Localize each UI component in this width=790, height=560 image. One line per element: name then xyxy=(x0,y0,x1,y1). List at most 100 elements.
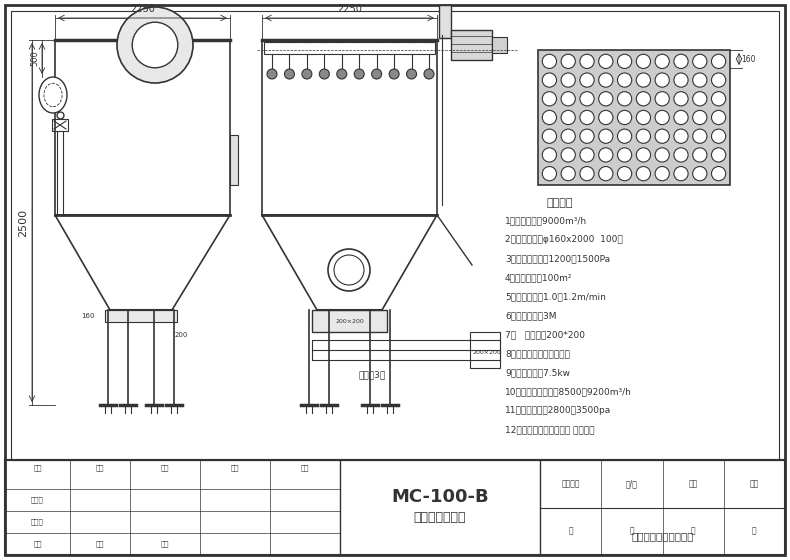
Text: 审核: 审核 xyxy=(96,541,104,547)
Circle shape xyxy=(580,54,594,68)
Text: 3、除尘器压力：1200－1500Pa: 3、除尘器压力：1200－1500Pa xyxy=(505,254,610,263)
Circle shape xyxy=(132,22,178,68)
Bar xyxy=(230,135,238,185)
Circle shape xyxy=(636,110,650,125)
Text: 设计: 设计 xyxy=(33,541,42,547)
Circle shape xyxy=(693,54,707,68)
Bar xyxy=(5,460,785,555)
Text: 2500: 2500 xyxy=(18,208,28,236)
Circle shape xyxy=(561,129,575,143)
Circle shape xyxy=(693,73,707,87)
Circle shape xyxy=(599,54,613,68)
Text: 200: 200 xyxy=(175,332,188,338)
Text: 更改: 更改 xyxy=(33,465,42,472)
Circle shape xyxy=(542,129,556,143)
Text: 重量: 重量 xyxy=(689,479,698,488)
Circle shape xyxy=(542,92,556,106)
Text: 螺旋输3米: 螺旋输3米 xyxy=(359,370,386,379)
Circle shape xyxy=(655,129,669,143)
Text: 10、风机处理风量：8500－9200m³/h: 10、风机处理风量：8500－9200m³/h xyxy=(505,387,632,396)
Circle shape xyxy=(599,110,613,125)
Circle shape xyxy=(542,148,556,162)
Circle shape xyxy=(284,69,295,79)
Circle shape xyxy=(636,54,650,68)
Circle shape xyxy=(407,69,416,79)
Text: 技术参数: 技术参数 xyxy=(547,198,574,208)
Bar xyxy=(312,310,387,332)
Text: 160: 160 xyxy=(741,54,755,63)
Circle shape xyxy=(636,129,650,143)
Bar xyxy=(538,50,730,185)
Circle shape xyxy=(712,166,726,181)
Text: 丙: 丙 xyxy=(690,527,695,536)
Circle shape xyxy=(424,69,434,79)
Circle shape xyxy=(674,73,688,87)
Ellipse shape xyxy=(44,83,62,107)
Circle shape xyxy=(302,69,312,79)
Bar xyxy=(105,310,177,322)
Text: MC-100-B: MC-100-B xyxy=(391,488,489,506)
Circle shape xyxy=(674,166,688,181)
Circle shape xyxy=(618,54,632,68)
Text: 160: 160 xyxy=(81,313,95,319)
Bar xyxy=(55,40,230,215)
Text: 自光器: 自光器 xyxy=(31,497,44,503)
Circle shape xyxy=(674,148,688,162)
Circle shape xyxy=(712,73,726,87)
Text: 甲: 甲 xyxy=(568,527,573,536)
Circle shape xyxy=(655,148,669,162)
Circle shape xyxy=(655,73,669,87)
Circle shape xyxy=(655,166,669,181)
Circle shape xyxy=(580,92,594,106)
Text: 比/件: 比/件 xyxy=(626,479,638,488)
Text: 制图: 制图 xyxy=(160,541,169,547)
Circle shape xyxy=(693,166,707,181)
Circle shape xyxy=(674,54,688,68)
Bar xyxy=(492,37,507,53)
Circle shape xyxy=(618,110,632,125)
Circle shape xyxy=(636,73,650,87)
Text: 4、过滤面积：100m²: 4、过滤面积：100m² xyxy=(505,273,573,282)
Ellipse shape xyxy=(328,249,370,291)
Circle shape xyxy=(580,110,594,125)
Circle shape xyxy=(674,110,688,125)
Circle shape xyxy=(674,92,688,106)
Circle shape xyxy=(580,148,594,162)
Text: 200×200: 200×200 xyxy=(335,319,364,324)
Bar xyxy=(147,28,163,40)
Circle shape xyxy=(712,129,726,143)
Text: 12、卸灰方式：卸料器－ 螺旋输送: 12、卸灰方式：卸料器－ 螺旋输送 xyxy=(505,425,595,434)
Circle shape xyxy=(636,92,650,106)
Circle shape xyxy=(580,73,594,87)
Circle shape xyxy=(337,69,347,79)
Text: 8、布袋材质：涤纶金采绹: 8、布袋材质：涤纶金采绹 xyxy=(505,349,570,358)
Circle shape xyxy=(371,69,382,79)
Bar xyxy=(439,5,451,38)
Ellipse shape xyxy=(334,255,364,285)
Bar xyxy=(262,40,437,215)
Text: 9、风机型号：7.5kw: 9、风机型号：7.5kw xyxy=(505,368,570,377)
Circle shape xyxy=(599,148,613,162)
Circle shape xyxy=(618,148,632,162)
Circle shape xyxy=(712,92,726,106)
Circle shape xyxy=(267,69,277,79)
Text: 丁: 丁 xyxy=(752,527,757,536)
Text: 河北水龙环保有限公司: 河北水龙环保有限公司 xyxy=(631,531,694,542)
Circle shape xyxy=(542,54,556,68)
Text: 图样标记: 图样标记 xyxy=(562,479,580,488)
Text: 6、螺旋输送：3M: 6、螺旋输送：3M xyxy=(505,311,556,320)
Circle shape xyxy=(636,148,650,162)
Circle shape xyxy=(389,69,399,79)
Circle shape xyxy=(319,69,329,79)
Bar xyxy=(52,119,68,131)
Text: 2250: 2250 xyxy=(337,4,362,14)
Circle shape xyxy=(636,166,650,181)
Text: 内容: 内容 xyxy=(160,465,169,472)
Circle shape xyxy=(599,92,613,106)
Text: 7、   卸料器：200*200: 7、 卸料器：200*200 xyxy=(505,330,585,339)
Text: 数量: 数量 xyxy=(96,465,104,472)
Text: 乙: 乙 xyxy=(630,527,634,536)
Circle shape xyxy=(618,129,632,143)
Text: 日期: 日期 xyxy=(231,465,239,472)
Text: 1、处理风量：9000m³/h: 1、处理风量：9000m³/h xyxy=(505,216,587,225)
